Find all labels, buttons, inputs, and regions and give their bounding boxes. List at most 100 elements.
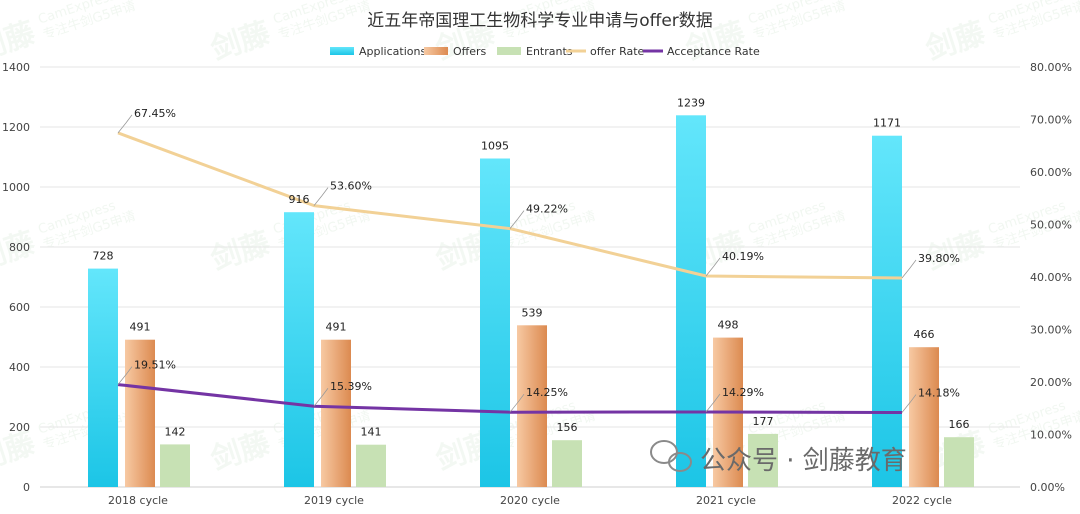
data-label-leader xyxy=(901,394,917,413)
watermark-main-text: 剑藤 xyxy=(922,15,991,67)
legend-label: Applications xyxy=(359,45,426,58)
y-right-tick-label: 50.00% xyxy=(1030,219,1072,232)
legend-swatch xyxy=(330,47,354,55)
wechat-badge: 公众号 · 剑藤教育 xyxy=(650,440,907,476)
x-tick-label: 2021 cycle xyxy=(696,494,756,507)
acceptance-rate-value-label: 19.51% xyxy=(134,359,176,372)
x-tick-label: 2018 cycle xyxy=(108,494,168,507)
applications-bar xyxy=(88,268,118,487)
legend-label: Acceptance Rate xyxy=(667,45,760,58)
bar-series xyxy=(88,115,974,488)
wechat-icon xyxy=(650,440,692,472)
acceptance-rate-value-label: 14.29% xyxy=(722,386,764,399)
watermark-main-text: 剑藤 xyxy=(0,15,40,67)
wechat-bubble-large xyxy=(650,440,678,464)
x-axis: 2018 cycle 2019 cycle 2020 cycle 2021 cycle… xyxy=(108,494,952,507)
data-label-leader xyxy=(117,114,133,134)
entrants-bar xyxy=(160,444,190,487)
y-left-tick-label: 0 xyxy=(23,481,30,494)
data-label-leader xyxy=(117,366,133,385)
y-axis-left: 0 200 400 600 800 1000 1200 1400 xyxy=(2,61,30,494)
y-left-tick-label: 800 xyxy=(9,241,30,254)
entrants-value-label: 177 xyxy=(753,415,774,428)
legend-label: offer Rate xyxy=(590,45,645,58)
acceptance-rate-value-label: 14.25% xyxy=(526,386,568,399)
y-left-tick-label: 600 xyxy=(9,301,30,314)
entrants-value-label: 141 xyxy=(361,426,382,439)
wechat-bubble-small xyxy=(668,452,692,472)
entrants-value-label: 156 xyxy=(557,421,578,434)
legend-label: Offers xyxy=(453,45,487,58)
entrants-value-label: 166 xyxy=(949,418,970,431)
offers-value-label: 498 xyxy=(718,319,739,332)
offer-rate-value-label: 67.45% xyxy=(134,107,176,120)
entrants-bar xyxy=(748,433,778,487)
offers-bar xyxy=(125,339,155,487)
applications-bar xyxy=(676,115,706,488)
applications-value-label: 728 xyxy=(93,250,114,263)
applications-bar xyxy=(480,158,510,487)
y-left-tick-label: 1000 xyxy=(2,181,30,194)
offers-bar xyxy=(321,339,351,487)
y-axis-right: 0.00% 10.00% 20.00% 30.00% 40.00% 50.00% 60.00… xyxy=(1030,61,1072,494)
wechat-account-text: 公众号 · 剑藤教育 xyxy=(700,446,907,476)
offers-bar xyxy=(517,325,547,487)
offer-rate-value-label: 49.22% xyxy=(526,203,568,216)
y-right-tick-label: 60.00% xyxy=(1030,166,1072,179)
y-left-tick-label: 1400 xyxy=(2,61,30,74)
offers-value-label: 491 xyxy=(326,321,347,334)
offers-value-label: 539 xyxy=(522,306,543,319)
applications-bar xyxy=(284,212,314,487)
entrants-bar xyxy=(356,444,386,487)
applications-value-label: 1171 xyxy=(873,117,901,130)
legend-swatch xyxy=(497,47,521,55)
y-left-tick-label: 200 xyxy=(9,421,30,434)
offers-bar xyxy=(909,347,939,487)
y-right-tick-label: 40.00% xyxy=(1030,271,1072,284)
applications-value-label: 916 xyxy=(289,193,310,206)
entrants-bar xyxy=(552,440,582,487)
watermark-main-text: 剑藤 xyxy=(207,15,276,67)
x-tick-label: 2019 cycle xyxy=(304,494,364,507)
y-right-tick-label: 70.00% xyxy=(1030,114,1072,127)
entrants-value-label: 142 xyxy=(165,425,186,438)
y-right-tick-label: 10.00% xyxy=(1030,429,1072,442)
y-right-tick-label: 0.00% xyxy=(1030,481,1065,494)
data-labels: 728 916 1095 1239 1171 491 491 539 498 466 142 141 1… xyxy=(93,96,970,438)
y-right-tick-label: 30.00% xyxy=(1030,324,1072,337)
entrants-bar xyxy=(944,437,974,487)
legend: Applications Offers Entrants offer Rate Acce… xyxy=(330,45,760,58)
data-label-leader xyxy=(509,210,525,229)
data-label-leader xyxy=(509,393,525,413)
y-left-tick-label: 1200 xyxy=(2,121,30,134)
y-right-tick-label: 80.00% xyxy=(1030,61,1072,74)
offers-value-label: 466 xyxy=(914,328,935,341)
x-tick-label: 2020 cycle xyxy=(500,494,560,507)
watermark-main-text: 剑藤 xyxy=(207,425,276,477)
chart-title: 近五年帝国理工生物科学专业申请与offer数据 xyxy=(367,11,713,31)
legend-label: Entrants xyxy=(526,45,573,58)
data-label-leader xyxy=(313,187,329,206)
data-label-leader xyxy=(705,257,721,277)
data-label-leader xyxy=(901,259,917,279)
x-tick-label: 2022 cycle xyxy=(892,494,952,507)
acceptance-rate-value-label: 14.18% xyxy=(918,387,960,400)
watermark-main-text: 剑藤 xyxy=(207,225,276,277)
y-right-tick-label: 20.00% xyxy=(1030,376,1072,389)
offer-rate-value-label: 53.60% xyxy=(330,180,372,193)
y-left-tick-label: 400 xyxy=(9,361,30,374)
legend-swatch xyxy=(424,47,448,55)
data-label-leader xyxy=(705,393,721,413)
data-label-leader xyxy=(313,387,329,407)
offer-rate-value-label: 39.80% xyxy=(918,252,960,265)
applications-value-label: 1095 xyxy=(481,140,509,153)
offers-value-label: 491 xyxy=(130,321,151,334)
offer-rate-value-label: 40.19% xyxy=(722,250,764,263)
